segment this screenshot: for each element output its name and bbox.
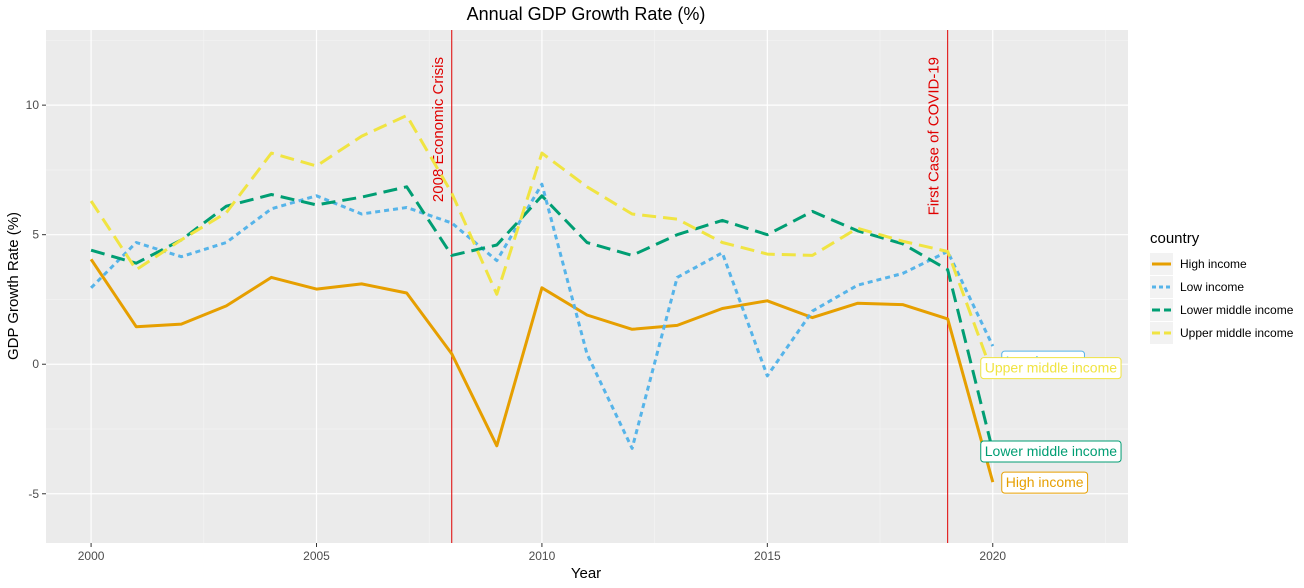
y-axis-ticks: -5 0 5 10 xyxy=(26,98,46,501)
legend-item: Upper middle income xyxy=(1150,322,1294,344)
y-tick-label: -5 xyxy=(28,487,39,501)
end-label: Lower middle income xyxy=(980,440,1122,463)
chart-title: Annual GDP Growth Rate (%) xyxy=(467,4,706,24)
end-label-box xyxy=(980,440,1122,463)
x-tick-label: 2020 xyxy=(979,549,1006,563)
legend-item: High income xyxy=(1150,253,1247,275)
x-tick-label: 2000 xyxy=(78,549,105,563)
x-axis-title: Year xyxy=(571,565,601,582)
series-line xyxy=(90,182,995,450)
end-label-box xyxy=(1001,471,1089,494)
series-line xyxy=(90,185,995,452)
y-tick-label: 5 xyxy=(32,228,39,242)
y-axis-title: GDP Growth Rate (%) xyxy=(5,212,22,360)
legend-label: High income xyxy=(1180,257,1247,271)
reference-lines: 2008 Economic Crisis First Case of COVID-… xyxy=(430,30,949,543)
legend-key-background xyxy=(1150,299,1173,321)
end-label-text: Upper middle income xyxy=(985,360,1117,376)
legend: country High income Low income Lower middle… xyxy=(1150,230,1294,344)
end-label: High income xyxy=(1001,471,1089,494)
x-tick-label: 2010 xyxy=(529,549,556,563)
reference-line-label: First Case of COVID-19 xyxy=(926,57,943,215)
x-tick-label: 2005 xyxy=(303,549,330,563)
end-label-box xyxy=(980,357,1122,380)
series-line xyxy=(89,114,995,376)
legend-item: Lower middle income xyxy=(1150,299,1294,321)
series-lines xyxy=(89,114,995,483)
legend-item: Low income xyxy=(1150,276,1244,298)
x-tick-label: 2015 xyxy=(754,549,781,563)
x-axis-ticks: 2000 2005 2010 2015 2020 xyxy=(78,543,1006,563)
series-line xyxy=(89,258,995,483)
legend-label: Lower middle income xyxy=(1180,303,1294,317)
plot-panel xyxy=(46,30,1128,543)
legend-title: country xyxy=(1150,230,1200,247)
legend-label: Low income xyxy=(1180,280,1244,294)
reference-line-label: 2008 Economic Crisis xyxy=(430,57,447,202)
legend-key-background xyxy=(1150,322,1173,344)
legend-label: Upper middle income xyxy=(1180,326,1294,340)
y-tick-label: 10 xyxy=(26,98,40,112)
end-label-text: High income xyxy=(1006,474,1084,490)
end-label-text: Lower middle income xyxy=(985,443,1117,459)
y-tick-label: 0 xyxy=(32,357,39,371)
end-label: Upper middle income xyxy=(980,357,1122,380)
